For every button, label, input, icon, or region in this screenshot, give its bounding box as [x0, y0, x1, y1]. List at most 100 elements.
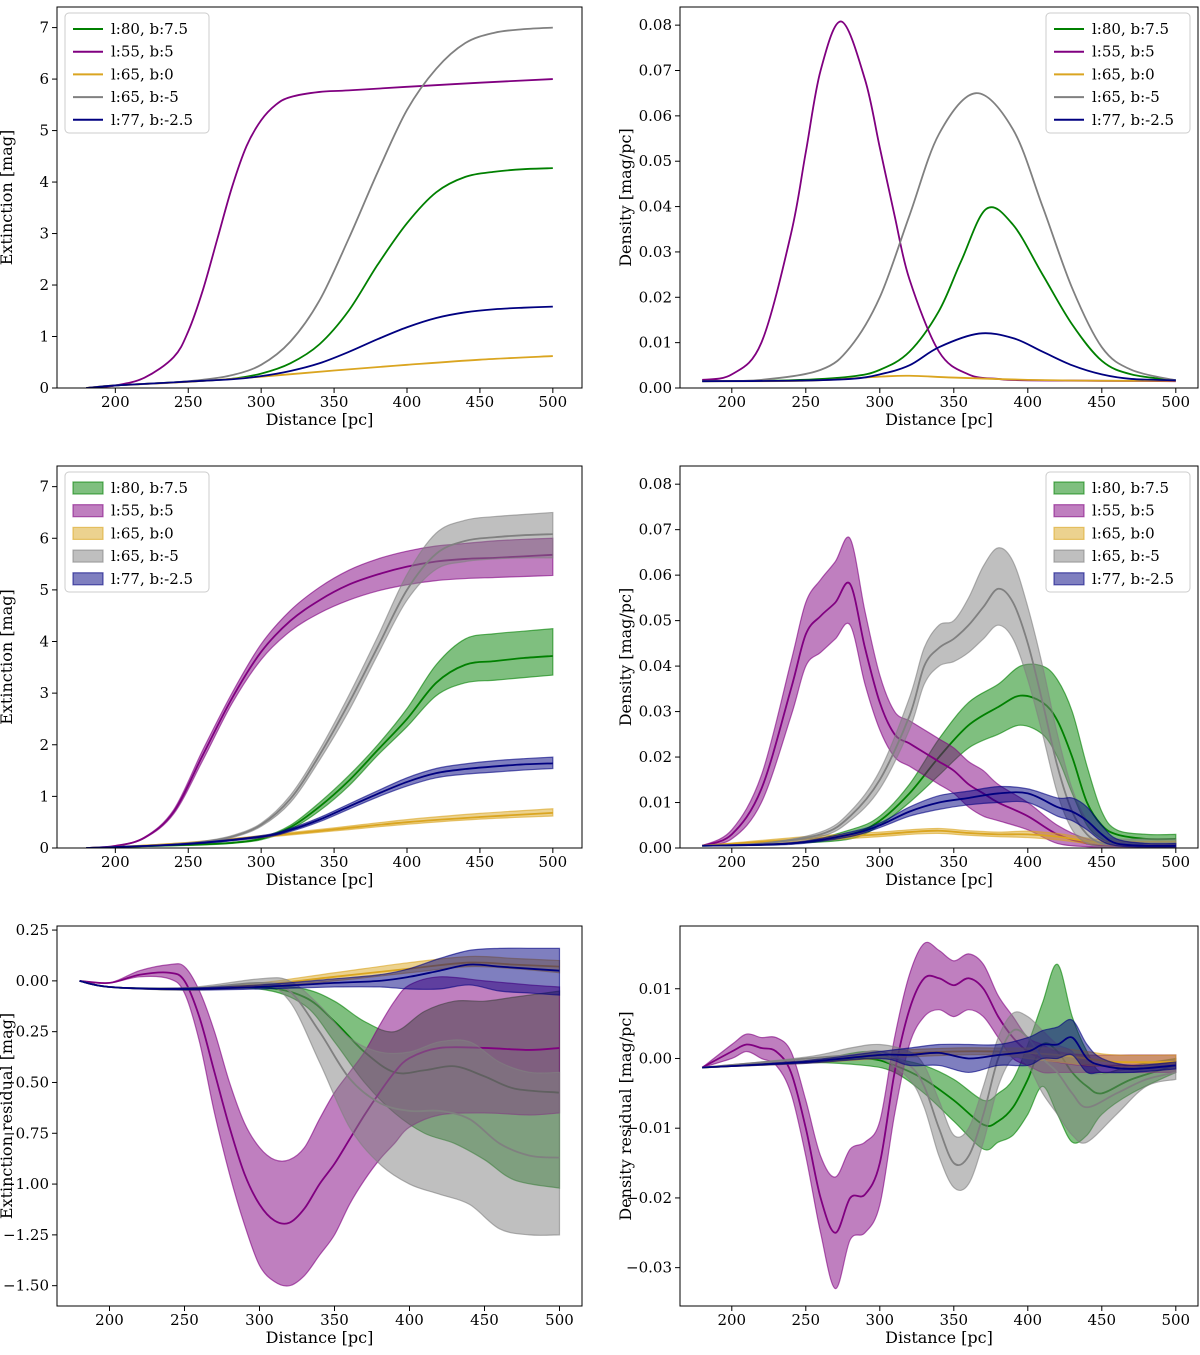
plot-area — [701, 941, 1177, 1290]
y-tick-label: 0.03 — [639, 243, 672, 261]
y-tick-label: 0 — [39, 379, 49, 397]
y-tick-label: 6 — [39, 70, 49, 88]
y-tick-label: 0.02 — [639, 748, 672, 766]
series-l:77, b:-2.5 — [702, 332, 1176, 383]
legend-label: l:55, b:5 — [111, 43, 174, 61]
y-tick-label: 0.25 — [16, 921, 49, 939]
x-tick-label: 500 — [539, 853, 568, 871]
legend: l:80, b:7.5 l:55, b:5 l:65, b:0 l:65, b:-5 l… — [64, 471, 210, 593]
legend-label: l:80, b:7.5 — [111, 479, 188, 497]
y-tick-label: 3 — [39, 225, 49, 243]
line-l:55, b:5 — [86, 78, 553, 388]
y-tick-label: 7 — [39, 19, 49, 37]
x-tick-label: 200 — [717, 1311, 746, 1329]
axes-frame — [679, 6, 1199, 389]
legend-swatch — [1053, 526, 1085, 541]
x-axis-label: Distance [pc] — [266, 1328, 374, 1347]
line-l:65, b:-5 — [702, 587, 1176, 847]
legend-swatch — [72, 572, 104, 586]
y-tick-label: 3 — [39, 684, 49, 702]
x-tick-label: 450 — [1087, 393, 1116, 411]
x-tick-label: 500 — [1161, 853, 1190, 871]
legend-swatch — [72, 504, 104, 518]
chart-extinction-residual: 200 250 300 350 400 450 500 −1.50 −1.25 −1.00 −0.7… — [0, 921, 583, 1347]
band-l:77, b:-2.5 — [79, 947, 561, 996]
y-tick-label: −0.25 — [3, 1023, 49, 1041]
x-tick-label: 450 — [1087, 853, 1116, 871]
x-tick-label: 500 — [1161, 393, 1190, 411]
y-tick-label: 2 — [39, 736, 49, 754]
legend-label: l:65, b:0 — [111, 524, 174, 542]
y-tick-label: 0 — [39, 839, 49, 857]
y-tick-label: 1 — [39, 328, 49, 346]
x-tick-label: 400 — [395, 1311, 424, 1329]
x-tick-label: 400 — [1013, 393, 1042, 411]
axes-frame — [679, 925, 1199, 1307]
x-axis-label: Distance [pc] — [885, 410, 993, 429]
series-l:80, b:7.5 — [702, 206, 1176, 383]
x-tick-label: 250 — [791, 393, 820, 411]
legend-label: l:65, b:0 — [1092, 65, 1155, 83]
y-axis-label: Extinction [mag] — [0, 130, 16, 266]
legend-swatch — [1053, 504, 1085, 518]
y-tick-label: 0.08 — [639, 475, 672, 493]
y-tick-label: −0.50 — [3, 1073, 49, 1091]
x-tick-label: 350 — [320, 1311, 349, 1329]
axes-frame — [56, 6, 583, 389]
x-tick-label: 300 — [245, 1311, 274, 1329]
legend-label: l:80, b:7.5 — [1092, 20, 1169, 38]
legend-label: l:77, b:-2.5 — [1092, 570, 1174, 588]
x-tick-label: 350 — [320, 393, 349, 411]
legend-label: l:77, b:-2.5 — [1092, 111, 1174, 129]
series-l:55, b:5 — [86, 78, 553, 388]
line-l:77, b:-2.5 — [86, 305, 553, 388]
legend-label: l:77, b:-2.5 — [111, 111, 193, 129]
y-tick-label: 7 — [39, 478, 49, 496]
y-tick-label: 0.04 — [639, 198, 672, 216]
chart-density-model: 200 250 300 350 400 450 500 0.00 0.01 0.02 0.03 0.0… — [616, 6, 1199, 429]
line-l:80, b:7.5 — [86, 655, 553, 848]
x-tick-label: 350 — [939, 853, 968, 871]
y-tick-label: −1.50 — [3, 1277, 49, 1295]
x-tick-label: 250 — [174, 853, 203, 871]
x-tick-label: 300 — [865, 393, 894, 411]
y-tick-label: 2 — [39, 276, 49, 294]
band-l:65, b:-5 — [702, 547, 1177, 848]
line-l:77, b:-2.5 — [86, 762, 553, 848]
chart-density-reconstruction: 200 250 300 350 400 450 500 0.00 0.01 0.02 0.03 0.0… — [616, 465, 1199, 889]
y-axis-label: Density [mag/pc] — [616, 588, 635, 727]
axes-frame — [679, 465, 1199, 849]
plot-area — [79, 947, 561, 1287]
x-tick-label: 250 — [174, 393, 203, 411]
y-tick-label: 0.05 — [639, 612, 672, 630]
legend-label: l:77, b:-2.5 — [111, 570, 193, 588]
line-l:65, b:-5 — [702, 92, 1177, 383]
legend-frame — [1045, 12, 1191, 134]
y-tick-label: 0.00 — [639, 839, 672, 857]
y-tick-label: 0.01 — [639, 980, 672, 998]
x-tick-label: 300 — [865, 853, 894, 871]
x-tick-label: 500 — [539, 393, 568, 411]
legend-swatch — [72, 481, 104, 495]
x-tick-label: 450 — [470, 1311, 499, 1329]
x-tick-label: 300 — [247, 393, 276, 411]
y-tick-label: −0.03 — [626, 1259, 672, 1277]
band-l:65, b:-5 — [86, 511, 554, 848]
y-tick-label: 0.03 — [639, 703, 672, 721]
plot-area — [702, 20, 1177, 383]
y-tick-label: 6 — [39, 529, 49, 547]
legend-swatch — [72, 549, 104, 563]
x-tick-label: 350 — [320, 853, 349, 871]
x-tick-label: 350 — [939, 393, 968, 411]
y-tick-label: 4 — [39, 633, 49, 651]
x-tick-label: 500 — [545, 1311, 574, 1329]
legend: l:80, b:7.5 l:55, b:5 l:65, b:0 l:65, b:-5 l… — [1045, 471, 1191, 593]
y-tick-label: 0.06 — [639, 107, 672, 125]
x-tick-label: 200 — [101, 393, 130, 411]
y-tick-label: 0.00 — [639, 1049, 672, 1067]
series-l:65, b:-5 — [702, 92, 1177, 383]
legend-swatch — [1053, 549, 1085, 563]
y-tick-label: 0.04 — [639, 657, 672, 675]
legend-label: l:55, b:5 — [111, 502, 174, 520]
y-tick-label: 0.01 — [639, 794, 672, 812]
